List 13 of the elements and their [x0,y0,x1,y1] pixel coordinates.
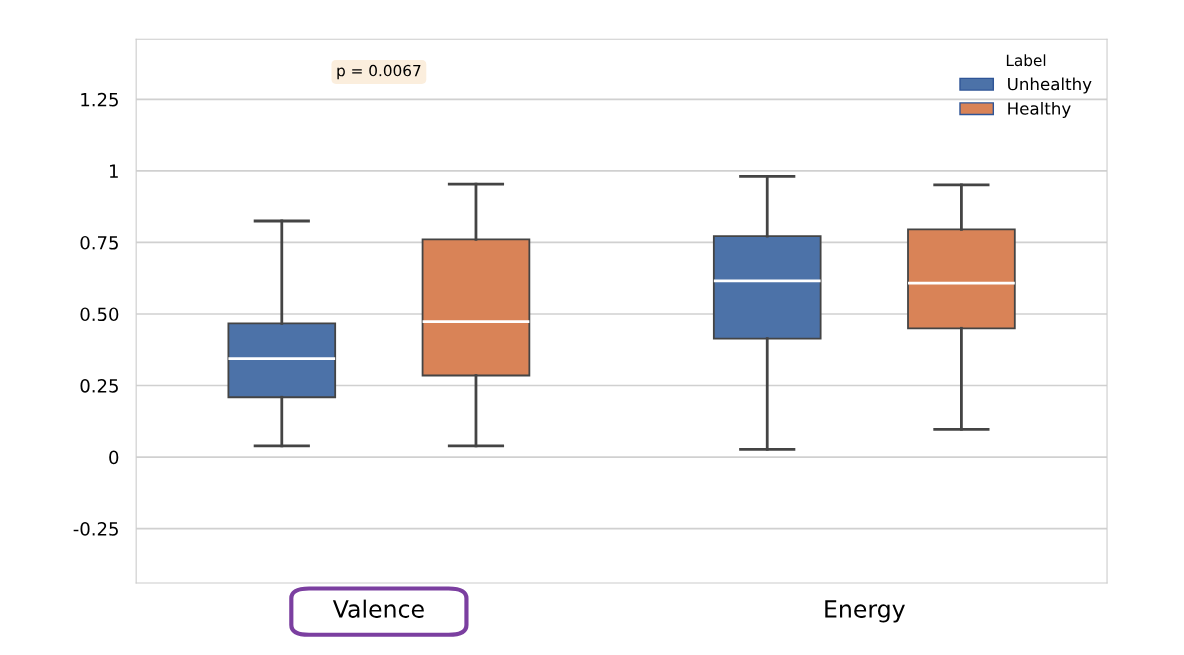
x-tick-label: Energy [825,600,905,623]
y-tick-label: 1.25 [81,92,118,107]
y-tick-label: 1 [109,164,118,178]
y-tick-label: 0.25 [80,378,118,393]
y-tick-label: 0.75 [80,235,118,250]
x-tick-label: Valence [332,599,424,618]
y-tick-label: -0.25 [73,522,118,536]
legend-label: Healthy [1008,101,1071,119]
legend-title: Label [1006,54,1046,67]
legend-label: Unhealthy [1008,77,1092,94]
y-tick-label: 0.50 [80,307,119,322]
y-tick-label: 0 [109,450,119,465]
annotation: p = 0.0067 [337,64,421,80]
